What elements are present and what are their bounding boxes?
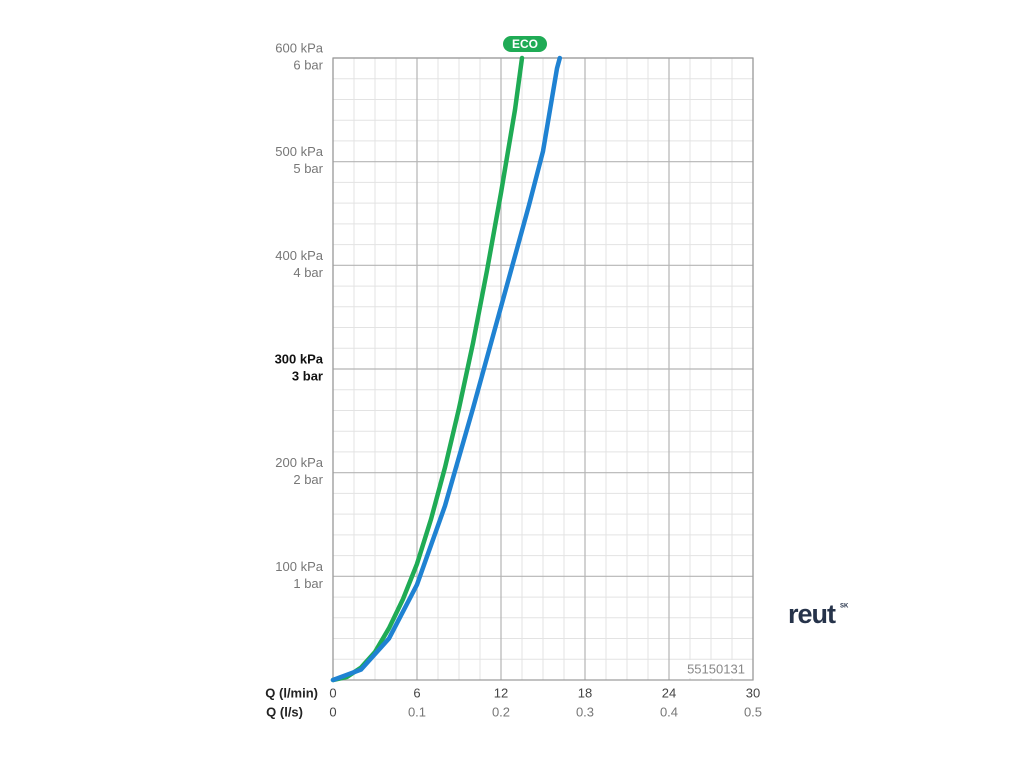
y-tick-label: 500 kPa <box>275 144 323 159</box>
line-series <box>330 55 563 683</box>
x2-tick-label: 0.2 <box>492 704 510 719</box>
x-tick-label: 6 <box>413 685 420 700</box>
x2-axis-title: Q (l/s) <box>266 704 303 719</box>
logo: reut <box>788 599 836 629</box>
y2-tick-label: 1 bar <box>293 576 323 591</box>
y2-tick-label: 6 bar <box>293 57 323 72</box>
legend-badge <box>503 36 547 52</box>
y-tick-label: 300 kPa <box>275 351 324 366</box>
plot-frame <box>332 57 754 681</box>
legend-label: ECO <box>512 37 538 51</box>
y-tick-label: 200 kPa <box>275 455 323 470</box>
y-tick-label: 400 kPa <box>275 248 323 263</box>
logo-sup: SK <box>840 604 849 610</box>
x-tick-label: 12 <box>494 685 508 700</box>
y2-tick-label: 5 bar <box>293 161 323 176</box>
x2-tick-label: 0 <box>329 704 336 719</box>
x2-tick-label: 0.1 <box>408 704 426 719</box>
x2-tick-label: 0.5 <box>744 704 762 719</box>
x-tick-label: 24 <box>662 685 676 700</box>
y2-tick-label: 3 bar <box>292 368 323 383</box>
y-tick-label: 600 kPa <box>275 40 323 55</box>
x-tick-label: 0 <box>329 685 336 700</box>
y2-tick-label: 2 bar <box>293 472 323 487</box>
annotation: 55150131 <box>687 661 745 676</box>
annotation-bg <box>679 660 751 678</box>
x2-tick-label: 0.4 <box>660 704 678 719</box>
x-tick-label: 30 <box>746 685 760 700</box>
x2-tick-label: 0.3 <box>576 704 594 719</box>
y-tick-label: 100 kPa <box>275 559 323 574</box>
x-tick-label: 18 <box>578 685 592 700</box>
x-axis-title: Q (l/min) <box>265 685 318 700</box>
y2-tick-label: 4 bar <box>293 265 323 280</box>
